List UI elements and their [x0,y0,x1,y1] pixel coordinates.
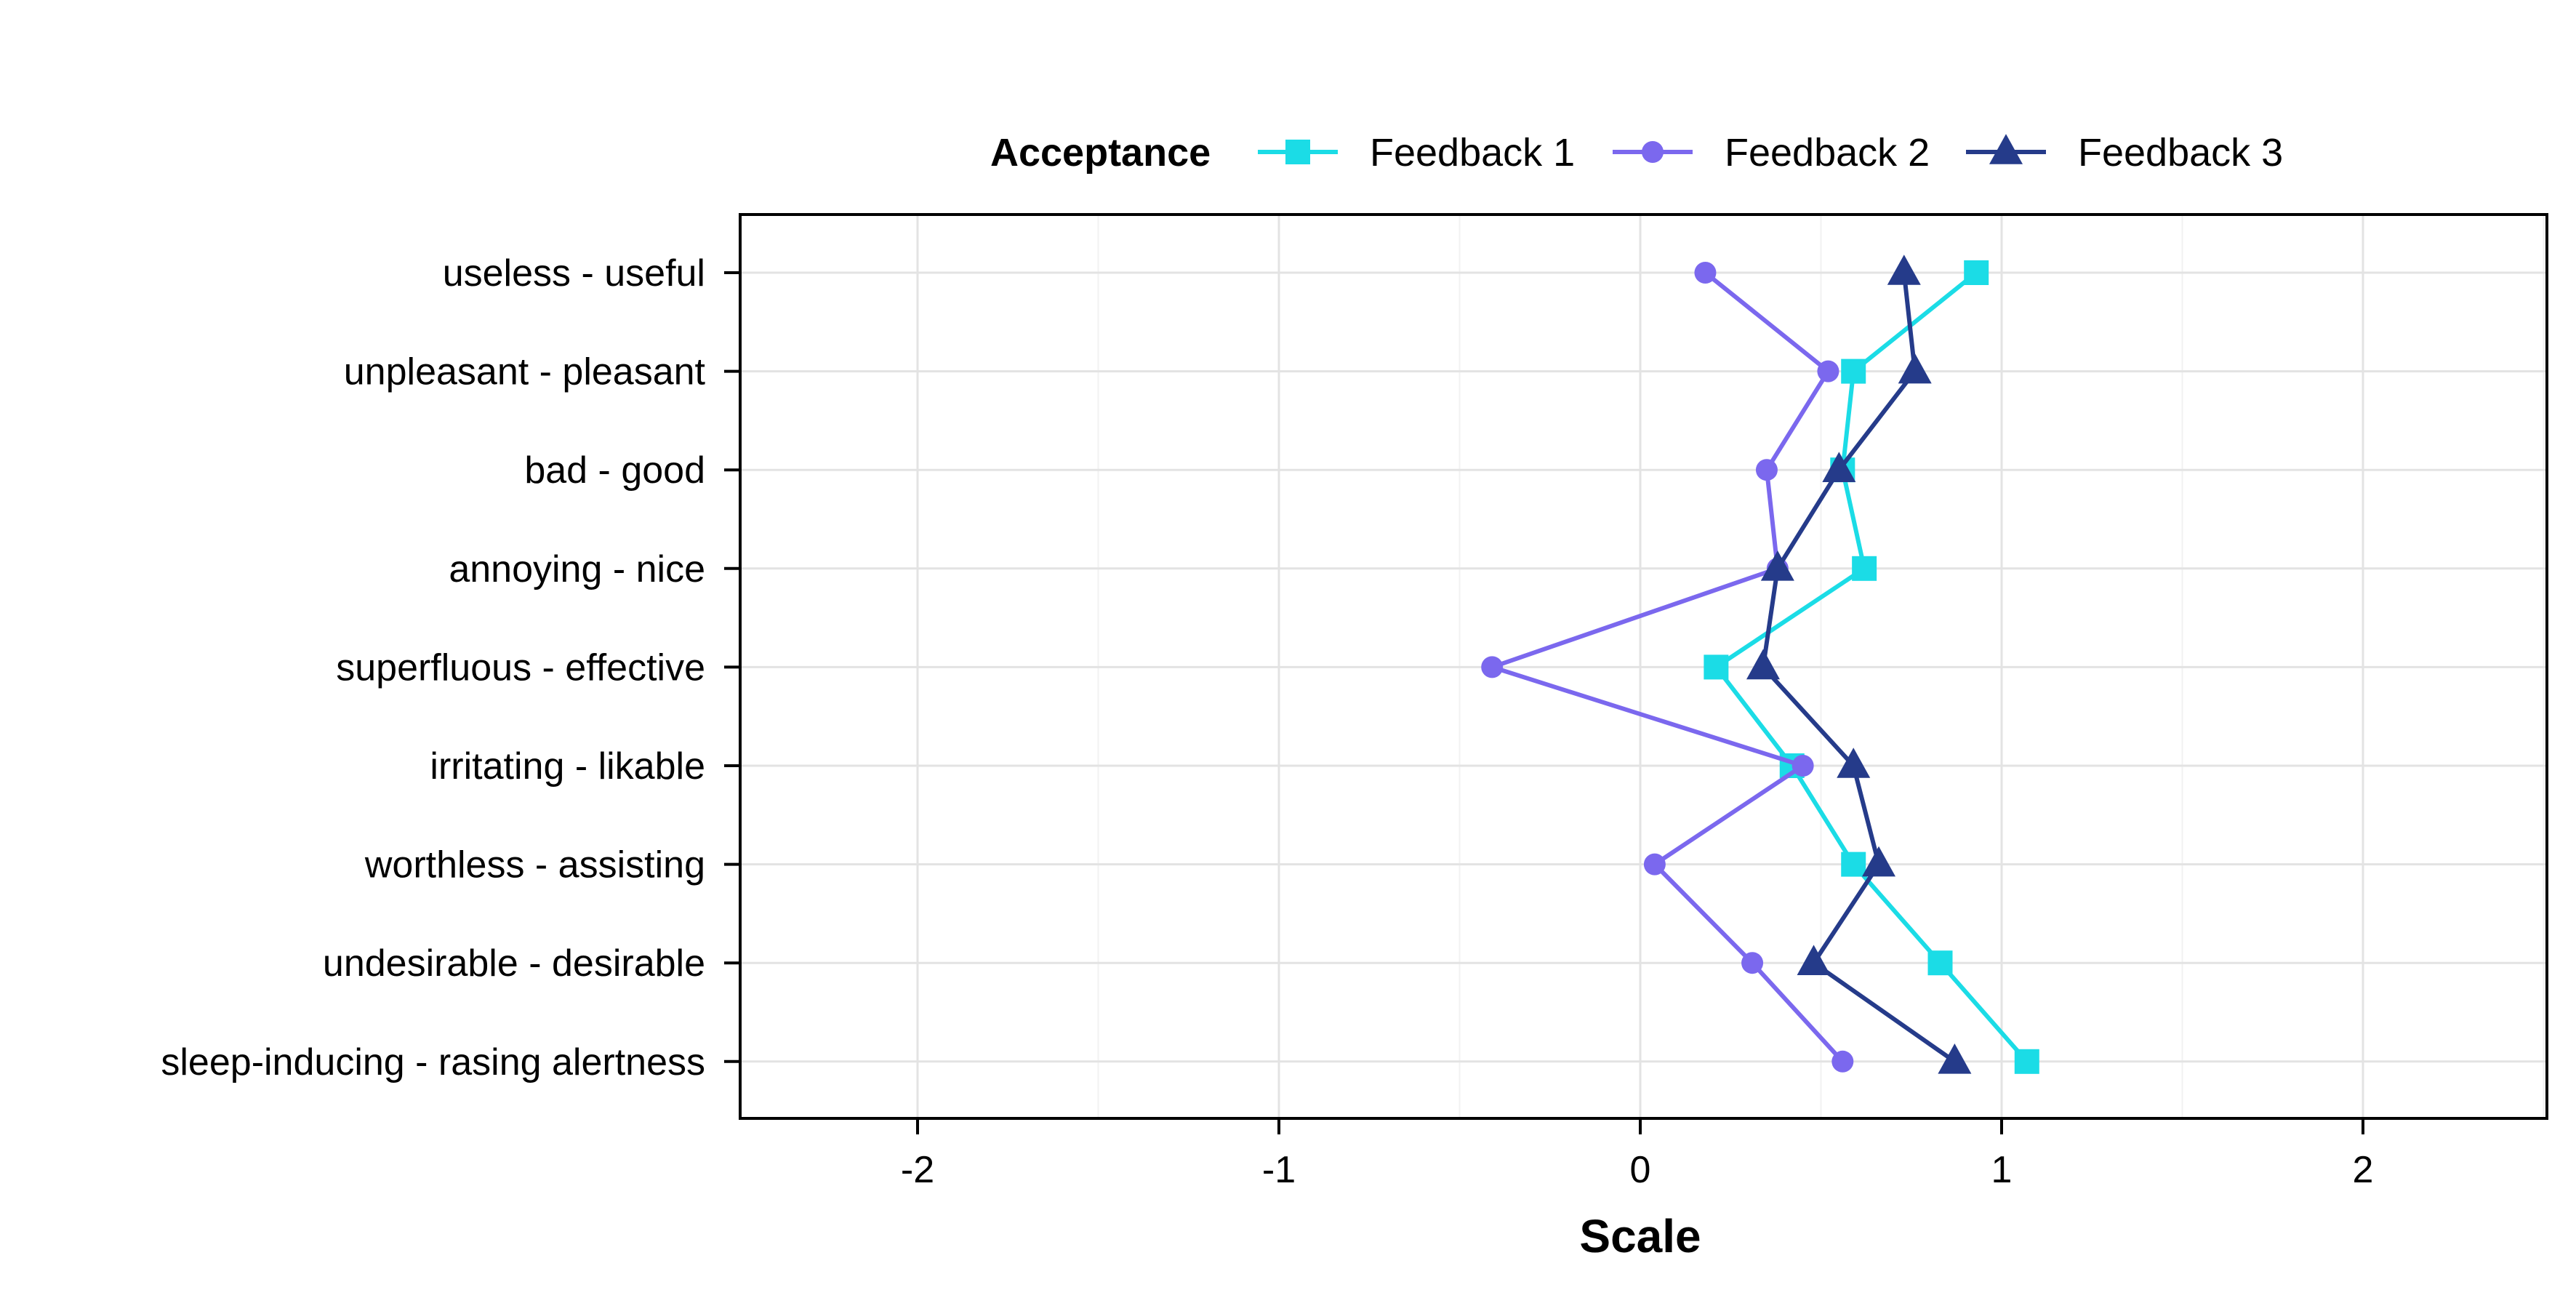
legend-title: Acceptance [990,131,1211,175]
data-point [1887,255,1921,285]
y-tick-label: unpleasant - pleasant [344,351,706,393]
y-tick-label: irritating - likable [430,745,705,788]
data-point [1755,459,1778,481]
legend-label: Feedback 2 [1725,131,1930,175]
data-point [1862,846,1896,877]
y-tick-label: annoying - nice [449,548,705,590]
y-tick-label: superfluous - effective [336,646,705,689]
data-point [1852,556,1877,581]
legend-key-marker [1989,134,2023,164]
x-tick-label: -2 [901,1149,934,1191]
data-point [1837,748,1871,778]
legend-label: Feedback 3 [2078,131,2283,175]
series-layer [1481,255,2039,1074]
x-tick-label: 2 [2353,1149,2374,1191]
data-point [1831,1050,1854,1073]
data-point [1643,853,1666,876]
data-point [1694,262,1717,284]
data-point [1841,358,1866,384]
legend-item: Feedback 3 [1966,131,2283,175]
y-tick-label: undesirable - desirable [323,942,705,985]
legend-label: Feedback 1 [1370,131,1575,175]
data-point [1741,952,1764,974]
data-point [2014,1049,2039,1074]
y-tick-label: bad - good [524,449,705,492]
data-point [1481,656,1504,678]
data-point [1817,360,1839,382]
legend-item: Feedback 2 [1613,131,1930,175]
data-point [1938,1043,1972,1074]
legend: Acceptance Feedback 1 Feedback 2 Feedback … [990,131,2283,175]
y-axis: useless - useful unpleasant - pleasant bad… [161,252,740,1083]
x-tick-label: 0 [1630,1149,1651,1191]
legend-key-marker [1642,141,1664,163]
series-3 [1746,255,1972,1074]
y-tick-label: sleep-inducing - rasing alertness [161,1041,705,1083]
data-point [1760,550,1794,581]
data-point [1927,950,1953,976]
y-tick-label: useless - useful [443,252,705,295]
x-axis: -2 -1 0 1 2 [901,1118,2374,1191]
x-tick-label: 1 [1991,1149,2013,1191]
y-tick-label: worthless - assisting [364,844,705,886]
legend-item: Feedback 1 [1258,131,1575,175]
legend-key-marker [1285,140,1310,164]
data-point [1704,654,1729,680]
x-tick-label: -1 [1262,1149,1296,1191]
data-point [1797,945,1831,975]
x-axis-title: Scale [1579,1210,1701,1262]
data-point [1898,353,1932,384]
data-point [1841,852,1866,877]
data-point [1746,649,1780,680]
data-point [1822,452,1856,482]
data-point [1791,755,1814,777]
data-point [1964,260,1989,285]
